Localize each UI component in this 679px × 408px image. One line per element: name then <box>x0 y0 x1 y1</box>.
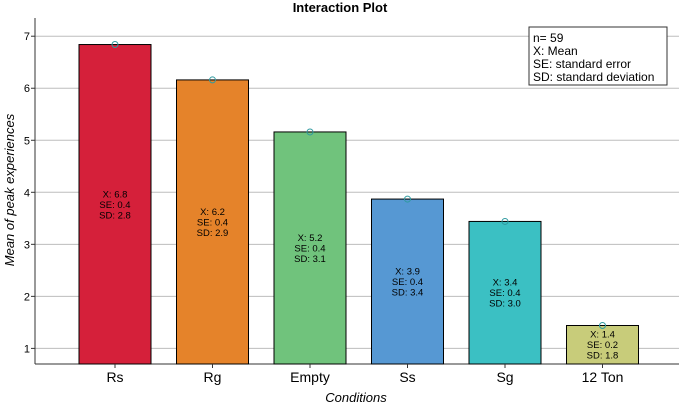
y-axis-label: Mean of peak experiences <box>2 113 17 266</box>
legend-line-mean: X: Mean <box>533 44 578 58</box>
y-tick-label-2: 2 <box>24 291 30 303</box>
bar-4 <box>468 220 542 365</box>
bar-0-stat-mean: X: 6.8 <box>103 189 128 200</box>
mean-marker-2 <box>306 128 314 136</box>
bar-2 <box>273 131 347 365</box>
x-tick-label-1: Rg <box>204 369 222 385</box>
bar-5-stat-sd: SD: 1.8 <box>587 351 619 362</box>
bar-1 <box>176 79 249 365</box>
legend-box: n= 59 X: Mean SE: standard error SD: sta… <box>528 26 668 86</box>
bar-0-stat-sd: SD: 2.8 <box>99 210 131 221</box>
bar-4-stat-mean: X: 3.4 <box>493 278 518 289</box>
y-tick-label-1: 1 <box>24 343 30 355</box>
bar-5-stat-se: SE: 0.2 <box>587 340 618 351</box>
y-tick-label-5: 5 <box>24 135 30 147</box>
mean-marker-3 <box>404 195 411 203</box>
bar-5 <box>566 324 639 365</box>
bar-2-stat-se: SE: 0.4 <box>294 243 325 254</box>
bar-3-stat-se: SE: 0.4 <box>392 277 423 288</box>
mean-marker-4 <box>501 217 509 225</box>
bar-4-stat-sd: SD: 3.0 <box>489 299 521 310</box>
x-tick-label-0: Rs <box>106 369 123 385</box>
x-tick-label-3: Ss <box>399 369 415 385</box>
bar-3 <box>371 198 444 365</box>
bar-5-stat-mean: X: 1.4 <box>590 330 615 341</box>
x-tick-label-4: Sg <box>496 369 513 385</box>
bars <box>78 44 639 365</box>
y-tick-label-6: 6 <box>24 83 30 95</box>
x-tick-label-5: 12 Ton <box>582 369 624 385</box>
legend-line-n: n= 59 <box>533 31 564 45</box>
chart-title: Interaction Plot <box>293 0 388 15</box>
y-tick-label-3: 3 <box>24 239 30 251</box>
bar-1-stat-sd: SD: 2.9 <box>197 228 229 239</box>
legend-line-sd: SD: standard deviation <box>533 70 654 84</box>
bar-4-stat-se: SE: 0.4 <box>489 288 520 299</box>
bar-3-stat-sd: SD: 3.4 <box>392 288 424 299</box>
bar-2-stat-sd: SD: 3.1 <box>294 254 326 265</box>
bar-stat-labels: X: 6.8SE: 0.4SD: 2.8 X: 6.2SE: 0.4SD: 2.9… <box>99 189 618 361</box>
x-axis-categories: Rs Rg Empty Ss Sg 12 Ton <box>106 364 623 385</box>
bar-2-stat-mean: X: 5.2 <box>298 233 323 244</box>
x-axis-label: Conditions <box>325 390 387 405</box>
x-tick-label-2: Empty <box>290 369 330 385</box>
bar-1-stat-mean: X: 6.2 <box>200 207 225 218</box>
mean-marker-5 <box>599 321 606 329</box>
mean-marker-0 <box>111 41 119 49</box>
mean-markers <box>111 41 606 329</box>
y-tick-label-4: 4 <box>24 187 30 199</box>
bar-1-stat-se: SE: 0.4 <box>197 217 228 228</box>
y-tick-label-7: 7 <box>24 31 30 43</box>
mean-marker-1 <box>209 76 216 84</box>
bar-0 <box>78 44 152 365</box>
bar-3-stat-mean: X: 3.9 <box>395 267 420 278</box>
legend-line-se: SE: standard error <box>533 57 631 71</box>
bar-0-stat-se: SE: 0.4 <box>99 200 130 211</box>
